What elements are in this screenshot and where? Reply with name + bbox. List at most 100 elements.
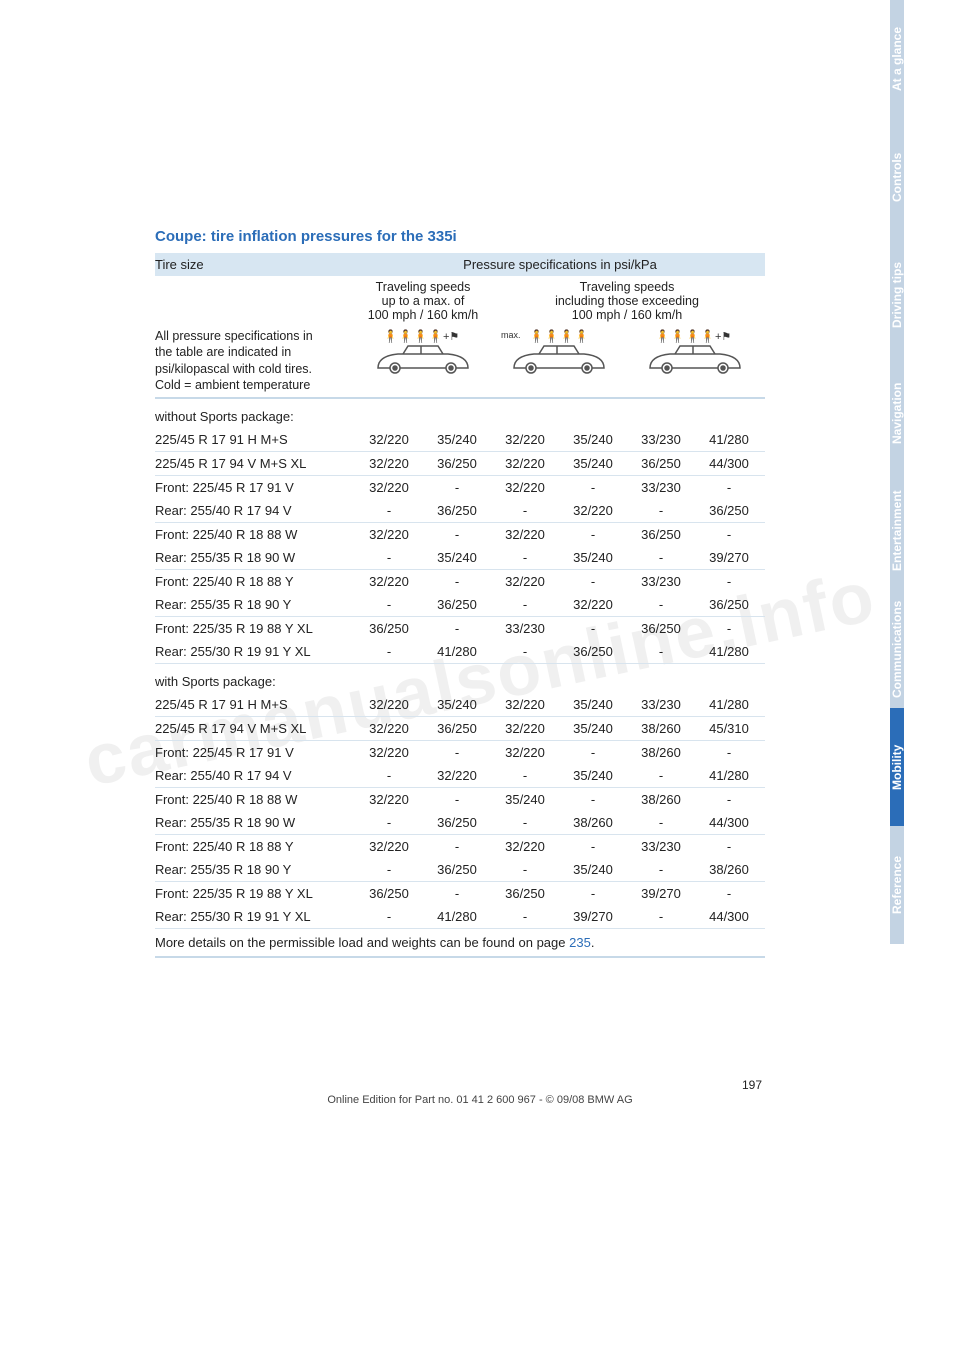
subheader-right-l2: including those exceeding — [491, 294, 763, 308]
pressure-cell: 35/240 — [559, 432, 627, 447]
pressure-cell: - — [559, 621, 627, 636]
table-row: 225/45 R 17 91 H M+S32/22035/24032/22035… — [155, 693, 765, 717]
sidebar-tab-reference[interactable]: Reference — [890, 826, 904, 944]
footnote-page-link[interactable]: 235 — [569, 935, 591, 950]
group-label: with Sports package: — [155, 664, 765, 693]
pressure-cell: - — [491, 597, 559, 612]
pressure-cell: 32/220 — [491, 839, 559, 854]
pressure-cell: - — [423, 527, 491, 542]
pressure-cell: 33/230 — [627, 839, 695, 854]
pressure-cell: - — [491, 815, 559, 830]
pressure-cell: - — [355, 644, 423, 659]
tire-size-cell: Front: 225/40 R 18 88 W — [155, 792, 355, 807]
pressure-cell: 32/220 — [491, 697, 559, 712]
pressure-cell: 36/250 — [423, 456, 491, 471]
pressure-cell: - — [627, 503, 695, 518]
pressure-cell: 32/220 — [423, 768, 491, 783]
car-load-normal-icon: 🧍🧍 🧍🧍 +⚑ — [363, 328, 483, 376]
sidebar-tab-driving-tips[interactable]: Driving tips — [890, 236, 904, 354]
pressure-cell: 39/270 — [627, 886, 695, 901]
note-l1: All pressure specifications in — [155, 328, 347, 344]
pressure-cell: - — [559, 574, 627, 589]
pressure-cell: 32/220 — [355, 480, 423, 495]
tire-size-cell: Rear: 255/35 R 18 90 Y — [155, 597, 355, 612]
tire-size-cell: Rear: 255/35 R 18 90 Y — [155, 862, 355, 877]
sidebar-tab-at-a-glance[interactable]: At a glance — [890, 0, 904, 118]
pressure-cell: 32/220 — [355, 721, 423, 736]
pressure-cell: 32/220 — [355, 456, 423, 471]
table-row: Rear: 255/35 R 18 90 Y-36/250-32/220-36/… — [155, 593, 765, 617]
pressure-cell: 33/230 — [491, 621, 559, 636]
pressure-cell: - — [627, 644, 695, 659]
pressure-cell: - — [695, 574, 763, 589]
pressure-cell: 35/240 — [559, 697, 627, 712]
table-row: Front: 225/35 R 19 88 Y XL36/250-33/230-… — [155, 617, 765, 640]
pressure-cell: 36/250 — [423, 815, 491, 830]
table-row: Front: 225/40 R 18 88 W32/220-32/220-36/… — [155, 523, 765, 546]
table-row: Front: 225/40 R 18 88 W32/220-35/240-38/… — [155, 788, 765, 811]
pressure-cell: 39/270 — [559, 909, 627, 924]
pressure-cell: - — [355, 768, 423, 783]
pressure-cell: - — [695, 839, 763, 854]
table-row: Rear: 255/30 R 19 91 Y XL-41/280-36/250-… — [155, 640, 765, 664]
pressure-cell: 36/250 — [627, 456, 695, 471]
pressure-cell: 32/220 — [355, 432, 423, 447]
table-header-band: Tire size Pressure specifications in psi… — [155, 253, 765, 276]
note-l4: Cold = ambient temperature — [155, 377, 347, 393]
icon-cell-normal-load: 🧍🧍 🧍🧍 +⚑ — [355, 328, 491, 376]
pressure-cell: 32/220 — [491, 745, 559, 760]
pressure-cell: 32/220 — [491, 480, 559, 495]
subheader-left-l1: Traveling speeds — [355, 280, 491, 294]
footnote-post: . — [591, 935, 595, 950]
sidebar-tab-mobility[interactable]: Mobility — [890, 708, 904, 826]
subheader-right-l1: Traveling speeds — [491, 280, 763, 294]
table-row: Front: 225/40 R 18 88 Y32/220-32/220-33/… — [155, 835, 765, 858]
pressure-cell: 33/230 — [627, 574, 695, 589]
pressure-cell: 35/240 — [559, 862, 627, 877]
pressure-cell: - — [491, 550, 559, 565]
pressure-cell: 44/300 — [695, 909, 763, 924]
pressure-cell: 44/300 — [695, 815, 763, 830]
sidebar-tab-navigation[interactable]: Navigation — [890, 354, 904, 472]
pressure-cell: 39/270 — [695, 550, 763, 565]
tire-size-cell: Rear: 255/35 R 18 90 W — [155, 815, 355, 830]
pressure-cell: 35/240 — [423, 697, 491, 712]
svg-text:🧍🧍: 🧍🧍 — [413, 329, 443, 343]
pressure-cell: - — [491, 644, 559, 659]
subheader-left-l2: up to a max. of — [355, 294, 491, 308]
table-body: without Sports package:225/45 R 17 91 H … — [155, 399, 765, 929]
svg-text:🧍🧍: 🧍🧍 — [559, 329, 589, 343]
car-load-max-icon: max. 🧍🧍 🧍🧍 — [499, 328, 619, 376]
pressure-cell: - — [355, 503, 423, 518]
pressure-cell: 35/240 — [559, 456, 627, 471]
pressure-cell: 36/250 — [627, 621, 695, 636]
pressure-cell: 38/260 — [627, 792, 695, 807]
tire-size-cell: Rear: 255/30 R 19 91 Y XL — [155, 644, 355, 659]
pressure-cell: 44/300 — [695, 456, 763, 471]
table-row: Rear: 255/40 R 17 94 V-36/250-32/220-36/… — [155, 499, 765, 523]
pressure-cell: - — [559, 745, 627, 760]
pressure-cell: 36/250 — [695, 503, 763, 518]
main-content: Coupe: tire inflation pressures for the … — [155, 228, 765, 958]
tire-size-cell: Front: 225/40 R 18 88 Y — [155, 839, 355, 854]
sidebar-tab-entertainment[interactable]: Entertainment — [890, 472, 904, 590]
pressure-cell: - — [695, 480, 763, 495]
pressure-cell: - — [559, 839, 627, 854]
table-row: Rear: 255/35 R 18 90 W-35/240-35/240-39/… — [155, 546, 765, 570]
sidebar-tab-controls[interactable]: Controls — [890, 118, 904, 236]
sidebar-tab-communications[interactable]: Communications — [890, 590, 904, 708]
pressure-cell: 41/280 — [423, 644, 491, 659]
pressure-cell: - — [355, 550, 423, 565]
pressure-cell: 32/220 — [491, 574, 559, 589]
pressure-cell: 36/250 — [423, 862, 491, 877]
pressure-cell: 32/220 — [491, 432, 559, 447]
pressure-cell: 32/220 — [559, 503, 627, 518]
footnote-text: More details on the permissible load and… — [155, 935, 569, 950]
tire-size-cell: Front: 225/35 R 19 88 Y XL — [155, 621, 355, 636]
pressure-cell: 32/220 — [355, 745, 423, 760]
pressure-cell: 41/280 — [695, 697, 763, 712]
pressure-cell: 35/240 — [559, 550, 627, 565]
pressure-cell: 36/250 — [423, 503, 491, 518]
pressure-cell: - — [491, 862, 559, 877]
pressure-cell: 32/220 — [559, 597, 627, 612]
